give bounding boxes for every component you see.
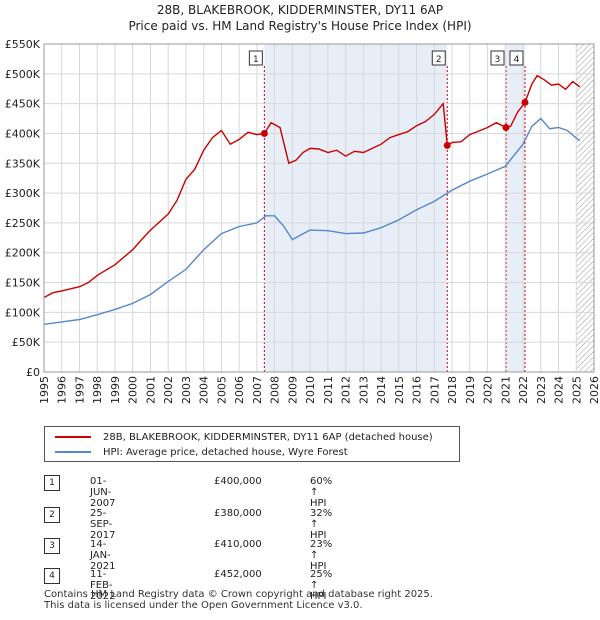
y-tick-label: £400K <box>5 127 41 140</box>
transaction-date: 01-JUN-2007 <box>90 476 116 509</box>
sale-label-number: 1 <box>253 55 259 65</box>
x-tick-label: 1997 <box>73 376 86 404</box>
x-tick-label: 2023 <box>535 376 548 404</box>
legend-item-property: 28B, BLAKEBROOK, KIDDERMINSTER, DY11 6AP… <box>45 430 433 444</box>
x-tick-label: 1999 <box>109 376 122 404</box>
chart-title: 28B, BLAKEBROOK, KIDDERMINSTER, DY11 6AP <box>156 3 444 17</box>
x-tick-label: 2025 <box>570 376 583 404</box>
transaction-date: 25-SEP-2017 <box>90 508 116 541</box>
legend-label-property: 28B, BLAKEBROOK, KIDDERMINSTER, DY11 6AP… <box>103 431 433 443</box>
sale-label-box <box>431 50 446 66</box>
transaction-number: 4 <box>44 568 60 584</box>
x-tick-label: 2013 <box>357 376 370 404</box>
y-tick-label: £250K <box>5 217 41 230</box>
x-tick-label: 2006 <box>233 376 246 404</box>
x-tick-label: 2014 <box>375 376 388 404</box>
x-tick-label: 2008 <box>269 376 282 404</box>
hatched-region <box>576 44 594 372</box>
y-tick-label: £200K <box>5 247 41 260</box>
x-tick-label: 1998 <box>91 376 104 404</box>
sale-marker <box>502 123 510 131</box>
x-tick-label: 2001 <box>144 376 157 404</box>
series-line <box>44 74 581 299</box>
y-tick-label: £350K <box>5 157 41 170</box>
x-tick-label: 2021 <box>499 376 512 404</box>
x-tick-label: 2003 <box>180 376 193 404</box>
series-line <box>44 117 581 325</box>
transaction-number: 3 <box>44 538 60 554</box>
x-tick-label: 2000 <box>127 376 140 404</box>
sale-label-box <box>490 50 505 66</box>
transaction-price: £410,000 <box>214 539 262 550</box>
plot-frame <box>43 43 595 373</box>
x-tick-label: 2011 <box>322 376 335 404</box>
sale-marker <box>443 141 451 149</box>
transaction-hpi: 25% ↑ HPI <box>310 569 333 602</box>
transaction-hpi: 60% ↑ HPI <box>310 476 333 509</box>
x-tick-label: 2005 <box>215 376 228 404</box>
legend-swatch-property <box>55 436 91 438</box>
transaction-hpi: 23% ↑ HPI <box>310 539 333 572</box>
transaction-price: £400,000 <box>214 476 262 487</box>
transaction-hpi: 32% ↑ HPI <box>310 508 333 541</box>
x-tick-label: 2007 <box>251 376 264 404</box>
transaction-number: 1 <box>44 475 60 491</box>
sale-label-number: 3 <box>495 55 501 65</box>
sale-marker <box>260 129 268 137</box>
y-tick-label: £150K <box>5 277 41 290</box>
legend-swatch-hpi <box>55 451 91 453</box>
x-tick-label: 2020 <box>482 376 495 404</box>
x-tick-label: 2016 <box>411 376 424 404</box>
sale-marker <box>521 98 529 106</box>
y-tick-label: £0 <box>26 366 40 379</box>
legend: 28B, BLAKEBROOK, KIDDERMINSTER, DY11 6AP… <box>44 426 460 462</box>
x-tick-label: 2012 <box>340 376 353 404</box>
x-tick-label: 1995 <box>38 376 51 404</box>
y-tick-label: £100K <box>5 306 41 319</box>
y-tick-label: £500K <box>5 68 41 81</box>
transaction-price: £452,000 <box>214 569 262 580</box>
x-tick-label: 2018 <box>446 376 459 404</box>
transaction-price: £380,000 <box>214 508 262 519</box>
sale-label-box <box>509 50 524 66</box>
footer-license: This data is licensed under the Open Gov… <box>44 600 363 611</box>
x-tick-label: 2009 <box>286 376 299 404</box>
x-tick-label: 2015 <box>393 376 406 404</box>
x-tick-label: 2004 <box>198 376 211 404</box>
y-tick-label: £50K <box>12 336 41 349</box>
y-tick-label: £550K <box>5 38 41 51</box>
price-chart: 1 2 3 4 £0 £50K £100K £150K £200K £250K £300K £350… <box>5 38 600 404</box>
transaction-number: 2 <box>44 507 60 523</box>
x-tick-label: 2002 <box>162 376 175 404</box>
transaction-date: 14-JAN-2021 <box>90 539 116 572</box>
x-tick-label: 1996 <box>56 376 69 404</box>
chart-subtitle: Price paid vs. HM Land Registry's House … <box>128 19 472 33</box>
legend-label-hpi: HPI: Average price, detached house, Wyre… <box>103 446 348 458</box>
x-tick-label: 2024 <box>553 376 566 404</box>
sale-label-number: 2 <box>436 55 442 65</box>
x-tick-label: 2026 <box>588 376 600 404</box>
footer: Contains HM Land Registry data © Crown c… <box>44 589 433 611</box>
y-tick-label: £450K <box>5 98 41 111</box>
x-tick-label: 2022 <box>517 376 530 404</box>
transaction-date: 11-FEB-2022 <box>90 569 116 602</box>
x-tick-label: 2019 <box>464 376 477 404</box>
shaded-period <box>506 44 525 372</box>
x-tick-label: 2017 <box>428 376 441 404</box>
legend-item-hpi: HPI: Average price, detached house, Wyre… <box>45 445 348 459</box>
sale-label-box <box>248 50 263 66</box>
y-tick-label: £300K <box>5 187 41 200</box>
x-tick-label: 2010 <box>304 376 317 404</box>
sale-label-number: 4 <box>514 55 520 65</box>
footer-copyright: Contains HM Land Registry data © Crown c… <box>44 589 433 600</box>
